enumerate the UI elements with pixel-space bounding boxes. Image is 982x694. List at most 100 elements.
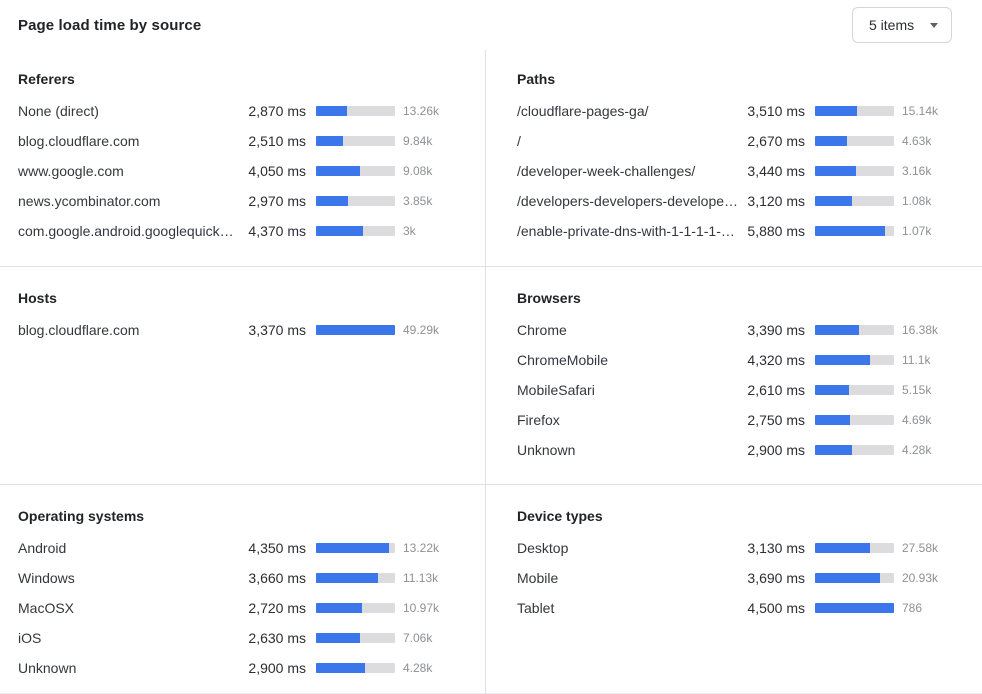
row-bar (316, 663, 395, 673)
row-label: Unknown (517, 442, 576, 458)
row-count: 786 (902, 601, 923, 615)
row-count: 11.1k (902, 353, 931, 367)
row-bar (316, 543, 395, 553)
panel-browsers: Browsers Chrome 3,390 ms 16.38k ChromeMo… (486, 267, 982, 484)
row-count: 49.29k (403, 323, 440, 337)
row-label: MobileSafari (517, 382, 595, 398)
row-bar-fill (815, 543, 870, 553)
row-bar (815, 136, 894, 146)
row-bar-fill (815, 573, 880, 583)
row-label: Windows (18, 570, 75, 586)
row-count: 4.63k (902, 134, 932, 148)
row-bar-fill (316, 226, 363, 236)
row-label: /developers-developers-developers/ (517, 193, 740, 209)
row-count: 1.07k (902, 224, 932, 238)
os-row[interactable]: Unknown 2,900 ms 4.28k (18, 653, 461, 683)
items-count-dropdown[interactable]: 5 items (852, 7, 952, 43)
row-label: blog.cloudflare.com (18, 133, 140, 149)
row-count: 13.26k (403, 104, 440, 118)
row-label: MacOSX (18, 600, 75, 616)
row-count: 9.08k (403, 164, 433, 178)
referers-row[interactable]: blog.cloudflare.com 2,510 ms 9.84k (18, 126, 461, 156)
paths-row[interactable]: /enable-private-dns-with-1-1-1-1-on-... … (517, 216, 960, 246)
row-label: /enable-private-dns-with-1-1-1-1-on-... (517, 223, 740, 239)
panel-paths-heading: Paths (517, 71, 556, 87)
hosts-row[interactable]: blog.cloudflare.com 3,370 ms 49.29k (18, 315, 461, 345)
browsers-row[interactable]: MobileSafari 2,610 ms 5.15k (517, 375, 960, 405)
device-types-row[interactable]: Mobile 3,690 ms 20.93k (517, 563, 960, 593)
row-bar-fill (815, 196, 853, 206)
os-row[interactable]: Android 4,350 ms 13.22k (18, 533, 461, 563)
row-label: Android (18, 540, 67, 556)
paths-row[interactable]: /developer-week-challenges/ 3,440 ms 3.1… (517, 156, 960, 186)
os-row[interactable]: MacOSX 2,720 ms 10.97k (18, 593, 461, 623)
section-row-2: Hosts blog.cloudflare.com 3,370 ms 49.29… (0, 266, 982, 484)
row-count: 1.08k (902, 194, 932, 208)
paths-row[interactable]: /cloudflare-pages-ga/ 3,510 ms 15.14k (517, 96, 960, 126)
row-ms-value: 3,130 ms (747, 540, 805, 556)
row-bar-fill (815, 106, 857, 116)
row-bar-fill (316, 106, 347, 116)
row-bar (316, 603, 395, 613)
referers-row[interactable]: www.google.com 4,050 ms 9.08k (18, 156, 461, 186)
row-ms-value: 3,120 ms (747, 193, 805, 209)
row-label: Chrome (517, 322, 567, 338)
paths-row[interactable]: /developers-developers-developers/ 3,120… (517, 186, 960, 216)
row-ms-value: 4,320 ms (747, 352, 805, 368)
row-bar (316, 136, 395, 146)
row-bar-fill (316, 603, 362, 613)
row-count: 15.14k (902, 104, 939, 118)
panel-hosts-heading: Hosts (18, 290, 57, 306)
row-count: 7.06k (403, 631, 433, 645)
row-ms-value: 3,690 ms (747, 570, 805, 586)
row-label: Firefox (517, 412, 560, 428)
device-types-row[interactable]: Desktop 3,130 ms 27.58k (517, 533, 960, 563)
row-ms-value: 2,670 ms (747, 133, 805, 149)
panel-referers: Referers None (direct) 2,870 ms 13.26k b… (0, 50, 486, 266)
referers-row[interactable]: com.google.android.googlequicksearc... 4… (18, 216, 461, 246)
row-label: Unknown (18, 660, 77, 676)
row-bar (316, 325, 395, 335)
row-bar (815, 166, 894, 176)
row-ms-value: 4,500 ms (747, 600, 805, 616)
row-bar (316, 573, 395, 583)
row-count: 10.97k (403, 601, 440, 615)
browsers-row[interactable]: Firefox 2,750 ms 4.69k (517, 405, 960, 435)
panel-browsers-heading: Browsers (517, 290, 581, 306)
referers-row[interactable]: news.ycombinator.com 2,970 ms 3.85k (18, 186, 461, 216)
row-ms-value: 3,510 ms (747, 103, 805, 119)
row-bar-fill (316, 196, 348, 206)
row-bar-fill (316, 166, 360, 176)
browsers-row[interactable]: Chrome 3,390 ms 16.38k (517, 315, 960, 345)
row-label: / (517, 133, 521, 149)
row-label: www.google.com (18, 163, 124, 179)
os-row[interactable]: iOS 2,630 ms 7.06k (18, 623, 461, 653)
os-row[interactable]: Windows 3,660 ms 11.13k (18, 563, 461, 593)
row-bar (815, 196, 894, 206)
row-label: com.google.android.googlequicksearc... (18, 223, 241, 239)
row-bar (815, 603, 894, 613)
row-bar (815, 385, 894, 395)
row-bar-fill (815, 445, 853, 455)
row-ms-value: 2,510 ms (248, 133, 306, 149)
browsers-row[interactable]: ChromeMobile 4,320 ms 11.1k (517, 345, 960, 375)
panel-operating-systems-heading: Operating systems (18, 508, 145, 524)
row-ms-value: 3,660 ms (248, 570, 306, 586)
row-count: 27.58k (902, 541, 939, 555)
referers-row[interactable]: None (direct) 2,870 ms 13.26k (18, 96, 461, 126)
row-ms-value: 2,900 ms (747, 442, 805, 458)
row-count: 16.38k (902, 323, 939, 337)
paths-row[interactable]: / 2,670 ms 4.63k (517, 126, 960, 156)
row-bar-fill (316, 136, 343, 146)
row-ms-value: 5,880 ms (747, 223, 805, 239)
row-bar-fill (316, 325, 395, 335)
panel-referers-heading: Referers (18, 71, 75, 87)
row-ms-value: 2,610 ms (747, 382, 805, 398)
row-bar (815, 106, 894, 116)
row-ms-value: 2,870 ms (248, 103, 306, 119)
card-header: Page load time by source 5 items (0, 0, 982, 50)
row-bar-fill (815, 166, 856, 176)
device-types-row[interactable]: Tablet 4,500 ms 786 (517, 593, 960, 623)
browsers-row[interactable]: Unknown 2,900 ms 4.28k (517, 435, 960, 465)
row-label: Tablet (517, 600, 555, 616)
